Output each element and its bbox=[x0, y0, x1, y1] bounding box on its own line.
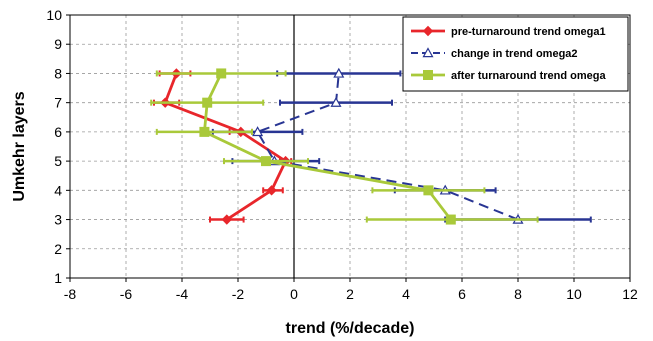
data-point bbox=[221, 214, 233, 225]
y-tick-label: 4 bbox=[54, 182, 62, 198]
x-tick-label: 12 bbox=[622, 286, 638, 302]
series-1 bbox=[211, 67, 592, 224]
series-line bbox=[163, 72, 288, 221]
data-series bbox=[150, 67, 592, 225]
data-point bbox=[216, 68, 227, 79]
legend-box bbox=[402, 16, 629, 92]
data-point bbox=[261, 156, 271, 167]
data-point bbox=[445, 214, 456, 225]
axes bbox=[66, 14, 631, 282]
y-tick-label: 5 bbox=[54, 153, 62, 169]
series-line bbox=[256, 73, 519, 221]
y-tick-label: 1 bbox=[54, 270, 62, 286]
legend-entry: change in trend omega2 bbox=[451, 48, 578, 60]
x-tick-label: 0 bbox=[290, 286, 298, 302]
x-tick-label: -8 bbox=[64, 286, 77, 302]
series-2 bbox=[150, 68, 539, 225]
x-tick-label: 10 bbox=[566, 286, 582, 302]
x-tick-label: 6 bbox=[458, 286, 466, 302]
series-line bbox=[202, 72, 452, 221]
y-tick-label: 8 bbox=[54, 65, 62, 81]
data-point bbox=[199, 126, 210, 137]
x-tick-label: -6 bbox=[120, 286, 133, 302]
y-tick-label: 9 bbox=[54, 36, 62, 52]
y-tick-label: 10 bbox=[46, 7, 62, 23]
y-axis-title: Umkehr layers bbox=[11, 91, 28, 201]
legend-marker bbox=[423, 70, 433, 80]
data-point bbox=[252, 126, 264, 137]
legend-entry: pre-turnaround trend omega1 bbox=[451, 26, 606, 38]
data-point bbox=[266, 185, 277, 196]
y-tick-label: 6 bbox=[54, 124, 62, 140]
x-axis-title: trend (%/decade) bbox=[286, 320, 415, 337]
legend-marker bbox=[422, 25, 434, 37]
legend-marker bbox=[422, 47, 434, 58]
data-point bbox=[423, 185, 434, 196]
y-tick-label: 2 bbox=[54, 241, 62, 257]
x-tick-label: -4 bbox=[176, 286, 189, 302]
x-tick-label: 4 bbox=[402, 286, 410, 302]
legend: pre-turnaround trend omega1 change in tre… bbox=[402, 16, 629, 92]
y-tick-label: 3 bbox=[54, 212, 62, 228]
data-point bbox=[202, 97, 213, 108]
data-point bbox=[333, 67, 345, 78]
legend-entry: after turnaround trend omega bbox=[451, 70, 607, 82]
plot-frame bbox=[69, 14, 631, 279]
x-tick-label: 2 bbox=[346, 286, 354, 302]
x-tick-label: -2 bbox=[232, 286, 245, 302]
y-tick-label: 7 bbox=[54, 95, 62, 111]
x-tick-label: 8 bbox=[514, 286, 522, 302]
data-point bbox=[330, 96, 342, 107]
series-0 bbox=[153, 68, 293, 225]
